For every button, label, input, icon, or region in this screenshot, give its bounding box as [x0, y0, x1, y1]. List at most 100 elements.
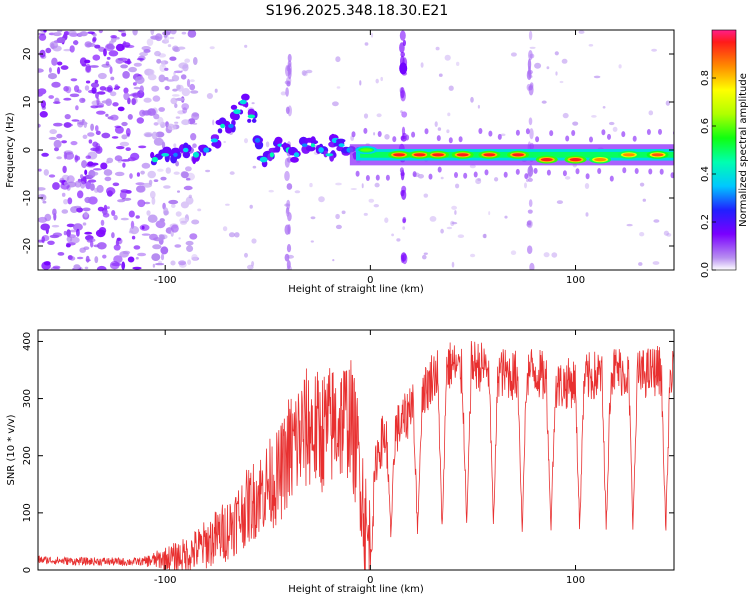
faint-blob — [373, 132, 376, 136]
noise-blob — [170, 30, 177, 35]
noise-blob — [106, 56, 111, 60]
faint-blob — [154, 50, 161, 57]
noise-blob — [40, 100, 47, 108]
line-fuzz — [565, 135, 570, 142]
streak-blob — [400, 135, 404, 141]
faint-blob — [310, 216, 316, 220]
faint-blob — [422, 254, 427, 260]
noise-blob — [119, 141, 130, 147]
faint-blob — [380, 76, 384, 82]
noise-blob — [114, 171, 125, 177]
line-fuzz — [546, 169, 551, 176]
noise-blob — [51, 81, 61, 88]
line-fuzz — [607, 133, 611, 140]
peak-core — [594, 158, 607, 162]
faint-blob — [350, 188, 357, 190]
noise-blob — [69, 93, 80, 98]
faint-blob — [451, 261, 455, 268]
noise-blob — [180, 171, 188, 178]
faint-blob — [653, 219, 660, 223]
noise-blob — [190, 133, 197, 141]
faint-blob — [301, 70, 307, 76]
streak-blob — [400, 51, 406, 58]
faint-blob — [651, 48, 657, 52]
faint-blob — [173, 71, 176, 76]
peak-core — [622, 153, 635, 157]
streak-blob — [287, 105, 292, 117]
faint-blob — [402, 226, 406, 230]
noise-blob — [38, 91, 43, 97]
noise-blob — [88, 139, 93, 144]
faint-blob — [663, 230, 670, 236]
line-fuzz — [658, 128, 662, 135]
faint-blob — [446, 226, 453, 230]
line-fuzz — [609, 175, 614, 182]
noise-blob — [79, 31, 88, 37]
noise-blob — [148, 69, 155, 76]
noise-blob — [127, 157, 137, 162]
line-fuzz — [503, 171, 508, 178]
streak-blob — [286, 183, 293, 190]
noise-blob — [43, 30, 47, 33]
noise-blob — [143, 201, 151, 205]
streak-peak — [399, 62, 408, 75]
faint-blob — [588, 44, 594, 47]
faint-blob — [578, 30, 585, 34]
faint-blob — [391, 233, 394, 237]
noise-blob — [95, 125, 99, 132]
faint-blob — [438, 73, 443, 77]
line-fuzz — [575, 168, 580, 175]
y-tick-label: 100 — [22, 503, 33, 522]
faint-blob — [158, 237, 166, 240]
signal-core — [233, 109, 241, 115]
faint-blob — [400, 110, 403, 113]
noise-blob — [149, 233, 158, 241]
noise-blob — [127, 58, 131, 65]
line-fuzz — [478, 128, 483, 134]
spectrogram-x-ticks: -100 0 100 — [154, 30, 585, 286]
noise-blob — [75, 105, 79, 111]
colorbar-gradient — [712, 30, 736, 270]
noise-blob — [93, 168, 102, 171]
streak-blob — [527, 209, 533, 214]
faint-blob — [666, 233, 672, 237]
noise-blob — [128, 210, 135, 218]
streak-blob — [402, 253, 408, 265]
faint-blob — [541, 100, 547, 104]
noise-blob — [89, 183, 95, 191]
faint-blob — [375, 78, 379, 84]
noise-blob — [120, 64, 128, 69]
noise-blob — [70, 78, 78, 82]
noise-blob — [73, 264, 81, 270]
peak-core — [456, 153, 469, 157]
faint-blob — [376, 113, 382, 118]
faint-blob — [214, 88, 218, 93]
noise-blob — [85, 155, 92, 159]
x-tick-label: -100 — [154, 575, 177, 586]
noise-blob — [97, 91, 106, 95]
faint-blob — [612, 126, 618, 132]
noise-blob — [94, 79, 99, 84]
signal-core — [228, 123, 234, 129]
noise-blob — [53, 122, 63, 127]
streak-blob — [284, 170, 290, 182]
faint-blob — [423, 193, 429, 198]
noise-blob — [76, 89, 82, 94]
streak-blob — [286, 260, 291, 270]
signal-blob — [310, 140, 319, 145]
noise-blob — [181, 119, 191, 126]
line-fuzz — [454, 172, 458, 178]
noise-blob — [175, 160, 180, 167]
signal-blob — [290, 156, 299, 163]
line-fuzz — [463, 172, 468, 179]
y-tick-label: 0 — [22, 567, 33, 573]
signal-core — [301, 143, 308, 147]
streak-blob — [529, 128, 534, 140]
spectrogram-y-ticks: -20 -10 0 10 20 — [22, 48, 674, 254]
noise-blob — [141, 225, 145, 230]
y-tick-label: 400 — [22, 332, 33, 351]
noise-blob — [152, 95, 161, 102]
noise-blob — [92, 33, 97, 37]
line-fuzz — [385, 174, 390, 181]
